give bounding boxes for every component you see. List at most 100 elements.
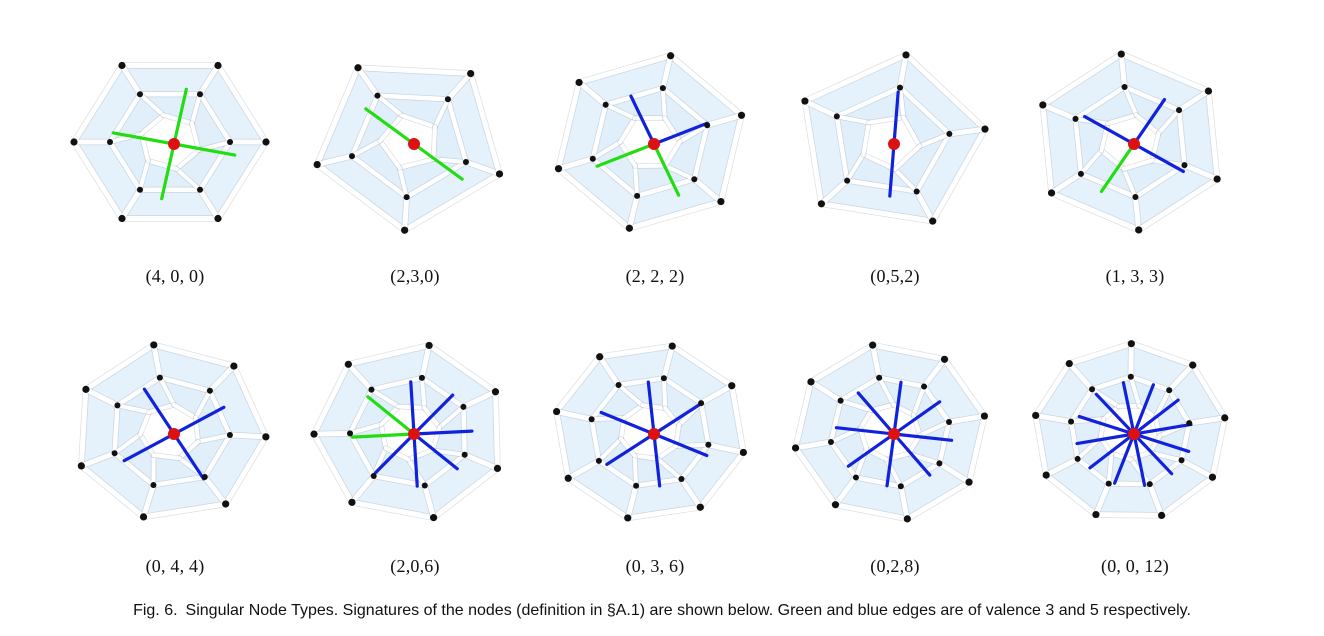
mesh-vertex (1132, 193, 1139, 200)
figure-caption: Fig. 6. Singular Node Types. Signatures o… (0, 602, 1324, 620)
panel-2: (2,3,0) (300, 22, 530, 302)
mesh-edge (838, 398, 874, 413)
mesh-edge (369, 375, 425, 392)
mesh-edge (555, 79, 582, 172)
mesh-vertex (421, 482, 428, 489)
panel-5: (1, 3, 3) (1020, 22, 1250, 302)
mesh-edge (397, 165, 409, 200)
mesh-edge (1040, 102, 1055, 196)
valence-5-edge (652, 401, 703, 436)
mesh-edge (347, 431, 376, 479)
mesh-edge (1040, 102, 1079, 122)
mesh-vertex (197, 91, 203, 98)
mesh-edge (138, 92, 166, 118)
mesh-edge (1186, 415, 1228, 426)
mesh-edge (669, 343, 735, 389)
mesh-edge (634, 176, 697, 199)
mesh-vertex (554, 165, 563, 173)
panel-1: (4, 0, 0) (60, 22, 290, 302)
mesh-edge (1049, 171, 1084, 196)
mesh-edge (138, 410, 152, 437)
valence-3-edge (172, 142, 237, 157)
mesh-vertex (139, 513, 148, 521)
mesh-edge (828, 398, 843, 445)
mesh-edge (917, 131, 952, 149)
mesh-edge (1033, 412, 1074, 425)
valence-5-edge (892, 400, 942, 436)
mesh-edge (202, 474, 229, 507)
mesh-edge (832, 474, 859, 508)
mesh-edge (151, 342, 237, 369)
mesh-edge (1176, 88, 1211, 113)
mesh-vertex (737, 111, 746, 119)
mesh-vertex (1157, 511, 1166, 520)
mesh-vertex (418, 374, 425, 381)
mesh-edge (632, 453, 639, 488)
mesh-edge (914, 131, 952, 194)
valence-5-edge (652, 432, 709, 458)
mesh-vertex (1039, 101, 1047, 109)
mesh-edge (138, 158, 150, 192)
mesh-vertex (625, 224, 633, 232)
mesh-edge (917, 420, 952, 438)
mesh-edge (431, 124, 437, 162)
mesh-vertex (876, 374, 883, 381)
mesh-edge (625, 504, 703, 521)
mesh-vertex (902, 51, 910, 59)
mesh-vertex (913, 188, 920, 195)
mesh-vertex (70, 138, 78, 146)
singular-node (648, 428, 660, 440)
mesh-edge (596, 436, 623, 463)
mesh-illustration-10 (1032, 340, 1229, 520)
mesh-edge (311, 361, 351, 437)
mesh-edge (1148, 450, 1184, 463)
mesh-illustration-4 (801, 51, 989, 225)
mesh-vertex (936, 460, 943, 467)
mesh-edge (1122, 85, 1139, 118)
mesh-vertex (827, 438, 834, 445)
mesh-edge (1128, 374, 1172, 393)
mesh-vertex (1186, 420, 1193, 427)
mesh-vertex (201, 473, 208, 480)
mesh-vertex (137, 186, 143, 193)
mesh-vertex (837, 397, 844, 404)
signature-label-2: (2,3,0) (390, 266, 440, 286)
valence-3-edge (366, 395, 416, 436)
mesh-vertex (564, 474, 572, 482)
mesh-edge (78, 450, 118, 469)
mesh-vertex (575, 78, 583, 87)
valence-5-edge (1132, 422, 1193, 436)
mesh-edge (555, 156, 596, 172)
mesh-edge (141, 501, 229, 520)
mesh-edge (1148, 433, 1162, 455)
mesh-edge (108, 131, 144, 144)
mesh-edge (375, 93, 451, 102)
mesh-edge (921, 356, 948, 390)
mesh-edge (834, 85, 903, 119)
mesh-vertex (1181, 162, 1188, 169)
caption-text: Singular Node Types. Signatures of the n… (185, 602, 1191, 619)
mesh-edge (663, 406, 682, 428)
mesh-edge (492, 389, 500, 471)
mesh-edge (793, 445, 838, 508)
signature-label-8: (0, 3, 6) (625, 556, 685, 576)
mesh-illustration-5 (1039, 50, 1221, 234)
mesh-edge (904, 479, 972, 522)
valence-5-edge (599, 410, 656, 436)
mesh-edge (1118, 51, 1211, 94)
mesh-edge (1105, 113, 1139, 126)
mesh-vertex (214, 61, 222, 70)
valence-5-edge (412, 432, 459, 471)
valence-5-edge (1132, 432, 1174, 476)
mesh-edge (345, 342, 432, 367)
mesh-edge (348, 422, 384, 436)
mesh-vertex (660, 375, 667, 382)
mesh-edge (1190, 362, 1228, 421)
mesh-edge (1106, 451, 1114, 486)
mesh-edge (937, 419, 952, 466)
mesh-vertex (137, 91, 143, 98)
mesh-edge (426, 342, 498, 395)
mesh-edge (430, 425, 442, 453)
mesh-edge (704, 112, 745, 128)
mesh-edge (903, 52, 988, 132)
